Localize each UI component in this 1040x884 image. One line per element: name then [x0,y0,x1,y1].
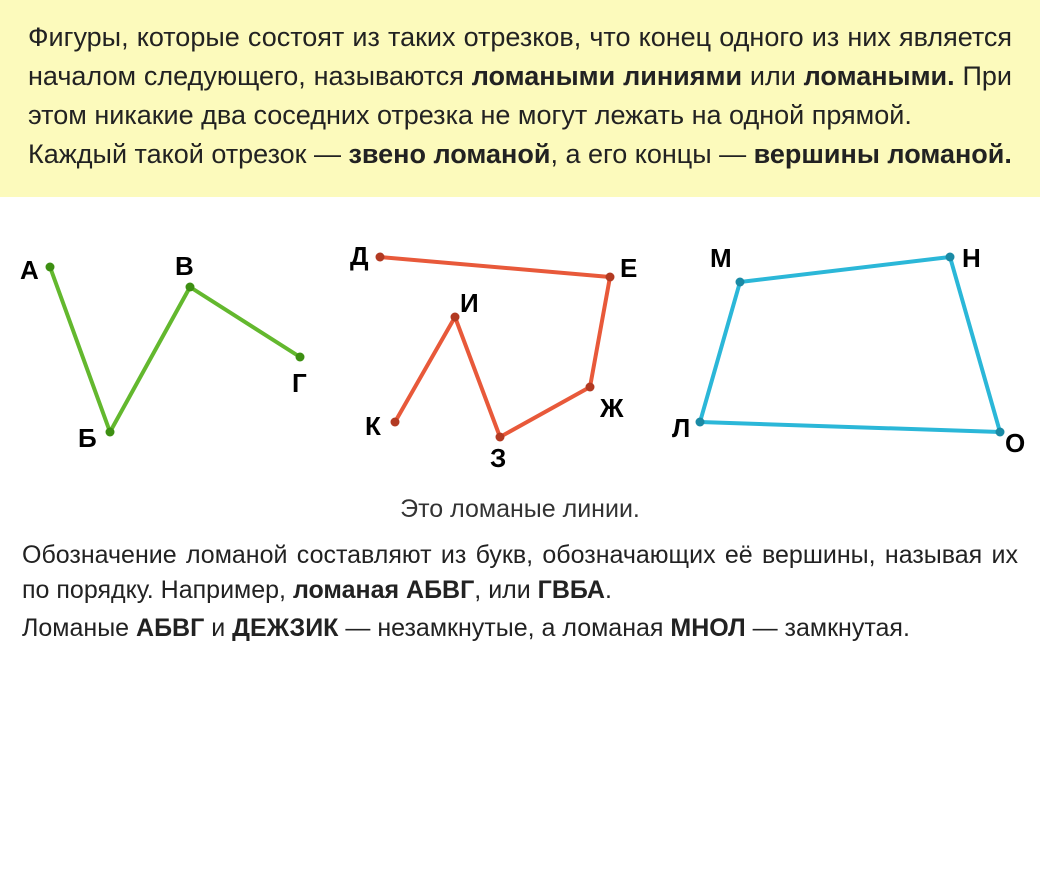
vertex-label-Ж: Ж [599,393,624,423]
vertex-marker [296,352,305,361]
bot-p2-d: — замкнутая. [746,614,910,642]
bot-p2-bold1: АБВГ [136,614,204,642]
vertex-label-А: А [20,255,39,285]
vertex-label-К: К [365,411,381,441]
def-p1-bold2: ломаными. [804,61,955,91]
vertex-label-Д: Д [350,241,369,271]
vertex-label-М: М [710,243,732,273]
vertex-marker [186,282,195,291]
bot-p2-b: и [204,614,232,642]
vertex-label-О: О [1005,428,1025,458]
vertex-marker [946,252,955,261]
vertex-marker [391,417,400,426]
vertex-marker [451,312,460,321]
def-p2-a: Каждый такой отрезок — [28,139,348,169]
bottom-text-block: Обозначение ломаной составляют из букв, … [0,538,1040,647]
diagram-caption: Это ломаные линии. [0,495,1040,524]
vertex-marker [586,382,595,391]
def-p2-bold1: звено ломаной [348,139,550,169]
vertex-label-И: И [460,288,479,318]
vertex-label-Г: Г [292,368,307,398]
bot-p1-c: . [605,576,612,604]
vertex-marker [696,417,705,426]
vertex-marker [496,432,505,441]
polylines-svg: А Б В Г Д Е Ж З И К М Н О Л [0,207,1040,487]
vertex-label-Б: Б [78,423,97,453]
def-p2-bold2: вершины ломаной. [754,139,1012,169]
bot-p1-bold1: ломаная АБВГ [293,576,474,604]
bot-p2-c: — незамкнутые, а ломаная [338,614,670,642]
vertex-marker [106,427,115,436]
vertex-marker [736,277,745,286]
vertex-label-Е: Е [620,253,637,283]
vertex-label-Н: Н [962,243,981,273]
vertex-label-В: В [175,251,194,281]
vertex-label-З: З [490,443,506,473]
bottom-paragraph-1: Обозначение ломаной составляют из букв, … [22,538,1018,609]
bot-p2-a: Ломаные [22,614,136,642]
bot-p1-bold2: ГВБА [538,576,605,604]
vertex-marker [996,427,1005,436]
def-p1-bold1: ломаными линиями [472,61,742,91]
definition-paragraph-2: Каждый такой отрезок — звено ломаной, а … [28,135,1012,174]
vertex-label-Л: Л [672,413,690,443]
polyline-АБВГ [50,267,300,432]
def-p2-b: , а его концы — [550,139,753,169]
vertex-marker [606,272,615,281]
vertex-marker [376,252,385,261]
bot-p1-b: , или [474,576,537,604]
bot-p2-bold3: МНОЛ [670,614,745,642]
bottom-paragraph-2: Ломаные АБВГ и ДЕЖЗИК — незамкнутые, а л… [22,611,1018,647]
vertex-marker [46,262,55,271]
polyline-ДЕЖЗИК [380,257,610,437]
def-p1-b: или [742,61,804,91]
definition-box: Фигуры, которые состоят из таких отрезко… [0,0,1040,197]
polyline-МНОЛ [700,257,1000,432]
bot-p2-bold2: ДЕЖЗИК [232,614,338,642]
diagrams-container: А Б В Г Д Е Ж З И К М Н О Л [0,207,1040,487]
definition-paragraph-1: Фигуры, которые состоят из таких отрезко… [28,18,1012,135]
